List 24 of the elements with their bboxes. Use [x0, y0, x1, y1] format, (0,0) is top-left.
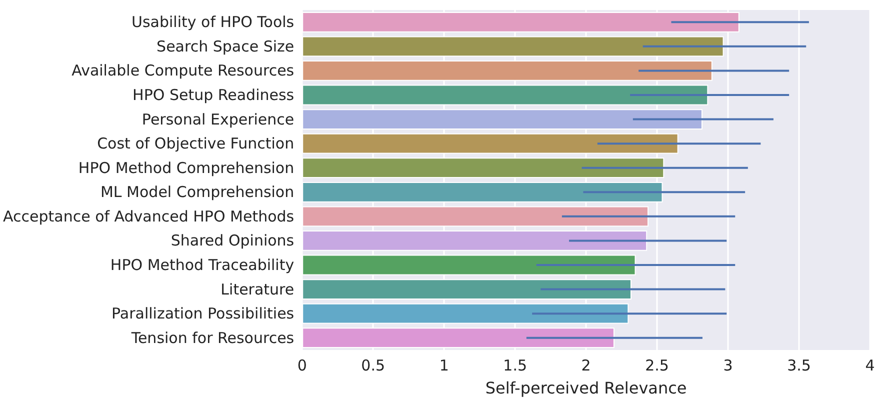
x-tick-label: 1 — [439, 356, 449, 374]
y-tick-label: Tension for Resources — [130, 328, 294, 347]
y-tick-label: Parallization Possibilities — [112, 304, 294, 323]
x-tick-label: 3.5 — [787, 356, 811, 374]
y-tick-label: Available Compute Resources — [72, 62, 294, 80]
y-tick-label: HPO Setup Readiness — [132, 86, 294, 104]
y-tick-label: Acceptance of Advanced HPO Methods — [3, 207, 294, 226]
y-tick-label: Search Space Size — [156, 37, 294, 56]
y-tick-label: HPO Method Traceability — [110, 256, 294, 274]
x-tick-label: 0.5 — [361, 356, 386, 374]
x-tick-label: 4 — [865, 356, 875, 374]
y-tick-label: ML Model Comprehension — [100, 183, 294, 202]
y-tick-label: Literature — [220, 280, 294, 298]
x-tick-label: 2 — [581, 356, 591, 374]
y-tick-label: Personal Experience — [142, 110, 294, 128]
x-axis-title: Self-perceived Relevance — [485, 378, 687, 398]
y-tick-label: Cost of Objective Function — [97, 134, 294, 153]
x-tick-label: 3 — [723, 356, 733, 374]
x-tick-label: 1.5 — [503, 356, 528, 374]
y-tick-label: HPO Method Comprehension — [78, 158, 294, 177]
x-tick-label: 2.5 — [645, 356, 669, 374]
x-tick-label: 0 — [297, 356, 307, 374]
y-tick-label: Usability of HPO Tools — [132, 13, 294, 32]
y-tick-label: Shared Opinions — [170, 232, 294, 250]
